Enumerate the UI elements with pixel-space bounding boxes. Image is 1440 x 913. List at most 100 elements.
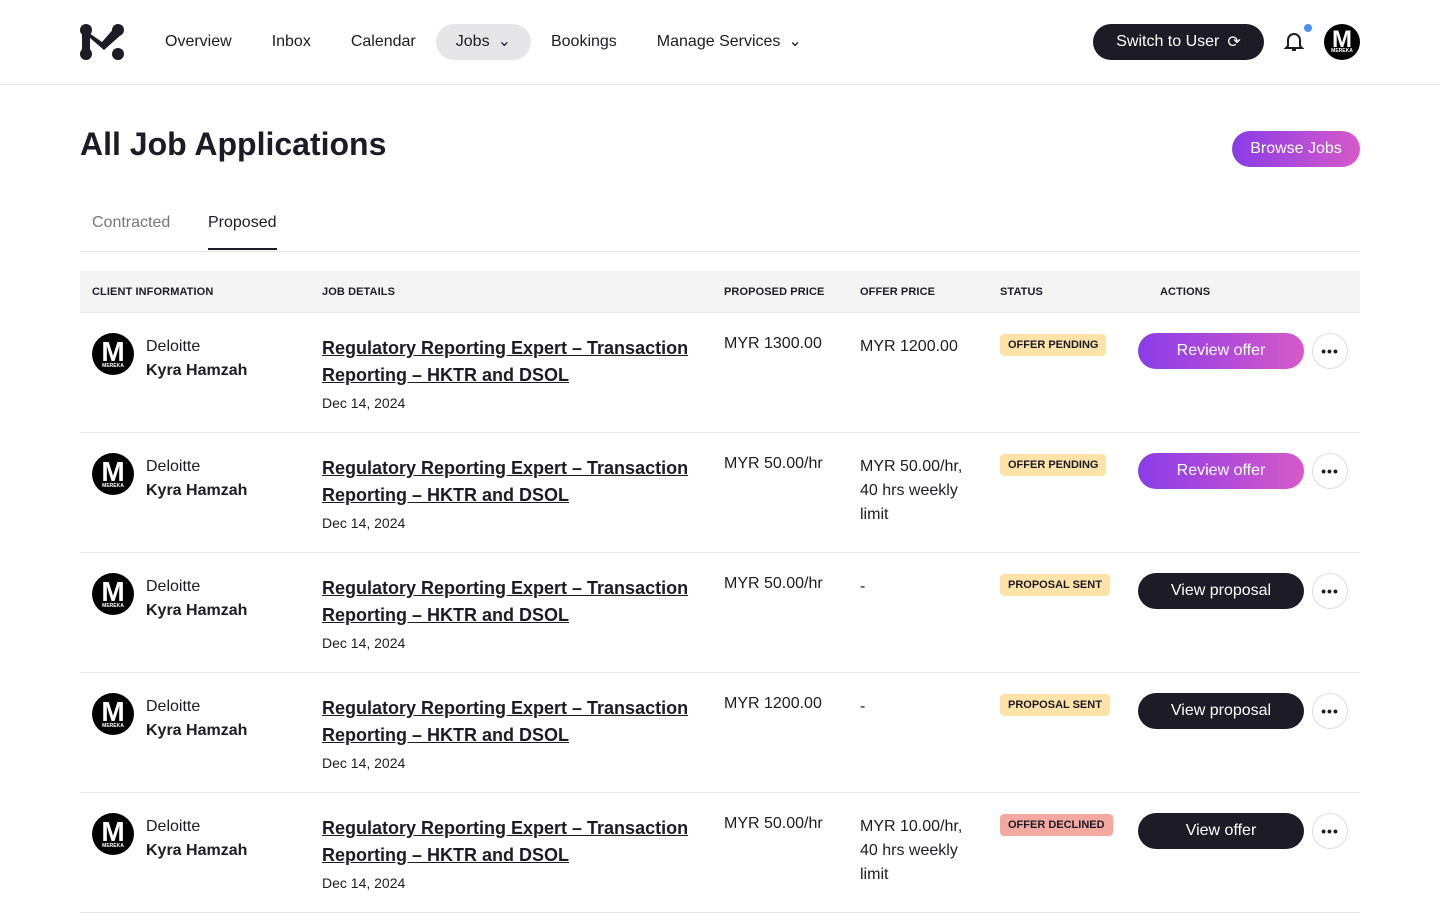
client-info: Deloitte Kyra Hamzah <box>146 815 247 863</box>
more-options-icon[interactable]: ••• <box>1312 333 1348 369</box>
nav-inbox[interactable]: Inbox <box>271 33 311 50</box>
header-offer: OFFER PRICE <box>860 286 936 298</box>
avatar-m: M <box>101 336 125 367</box>
job-details: Regulatory Reporting Expert – Transactio… <box>322 815 702 891</box>
header-proposed: PROPOSED PRICE <box>724 286 825 298</box>
chevron-down-icon: ⌄ <box>497 33 511 50</box>
client-info: Deloitte Kyra Hamzah <box>146 575 247 623</box>
notification-dot <box>1304 24 1312 32</box>
nav-bookings[interactable]: Bookings <box>550 33 617 50</box>
job-details: Regulatory Reporting Expert – Transactio… <box>322 575 702 651</box>
client-avatar: M MEREKA <box>92 333 134 375</box>
client-info: Deloitte Kyra Hamzah <box>146 335 247 383</box>
client-name: Kyra Hamzah <box>146 842 248 859</box>
refresh-icon: ⟳ <box>1227 34 1241 51</box>
avatar-text: MEREKA <box>102 843 124 849</box>
page-title: All Job Applications <box>80 126 387 162</box>
avatar-m: M <box>101 456 125 487</box>
client-avatar: M MEREKA <box>92 453 134 495</box>
more-options-icon[interactable]: ••• <box>1312 693 1348 729</box>
proposed-price: MYR 1200.00 <box>724 695 822 712</box>
proposed-price: MYR 1300.00 <box>724 335 822 352</box>
job-date: Dec 14, 2024 <box>322 875 406 891</box>
switch-to-user-button[interactable]: Switch to User ⟳ <box>1093 24 1264 60</box>
avatar-m: M <box>101 576 125 607</box>
offer-price: - <box>860 578 866 595</box>
status-badge: PROPOSAL SENT <box>1000 574 1110 596</box>
more-options-icon[interactable]: ••• <box>1312 453 1348 489</box>
user-avatar[interactable]: M MEREKA <box>1324 24 1360 60</box>
company-name: Deloitte <box>146 698 201 715</box>
avatar-text: MEREKA <box>102 723 124 729</box>
avatar-m: M <box>101 816 125 847</box>
company-name: Deloitte <box>146 578 201 595</box>
nav-manage-services[interactable]: Manage Services ⌄ <box>637 24 822 60</box>
status-badge: PROPOSAL SENT <box>1000 694 1110 716</box>
avatar-text: MEREKA <box>1331 48 1353 54</box>
nav-calendar[interactable]: Calendar <box>350 33 416 50</box>
tab-proposed[interactable]: Proposed <box>208 214 277 250</box>
action-button[interactable]: Review offer <box>1138 453 1304 489</box>
job-title-link[interactable]: Regulatory Reporting Expert – Transactio… <box>322 338 689 385</box>
proposed-price: MYR 50.00/hr <box>724 455 823 472</box>
client-name: Kyra Hamzah <box>146 362 248 379</box>
top-nav: Overview Inbox Calendar Jobs ⌄ Bookings M… <box>0 0 1440 85</box>
avatar-text: MEREKA <box>102 483 124 489</box>
avatar-m: M <box>1332 26 1352 53</box>
more-options-icon[interactable]: ••• <box>1312 573 1348 609</box>
job-details: Regulatory Reporting Expert – Transactio… <box>322 695 702 771</box>
applications-table: CLIENT INFORMATION JOB DETAILS PROPOSED … <box>80 271 1360 913</box>
action-button[interactable]: View proposal <box>1138 693 1304 729</box>
header-actions: ACTIONS <box>1160 286 1211 298</box>
header-status: STATUS <box>1000 286 1043 298</box>
table-row: M MEREKA Deloitte Kyra Hamzah Regulatory R… <box>80 433 1360 553</box>
status-badge: OFFER PENDING <box>1000 454 1107 476</box>
avatar-m: M <box>101 696 125 727</box>
nav-overview[interactable]: Overview <box>165 33 232 50</box>
nav-jobs[interactable]: Jobs ⌄ <box>435 24 531 60</box>
client-avatar: M MEREKA <box>92 813 134 855</box>
offer-price: - <box>860 698 866 715</box>
job-title-link[interactable]: Regulatory Reporting Expert – Transactio… <box>322 818 689 865</box>
more-options-icon[interactable]: ••• <box>1312 813 1348 849</box>
avatar-text: MEREKA <box>102 363 124 369</box>
job-details: Regulatory Reporting Expert – Transactio… <box>322 455 702 531</box>
company-name: Deloitte <box>146 338 201 355</box>
job-details: Regulatory Reporting Expert – Transactio… <box>322 335 702 411</box>
status-badge: OFFER PENDING <box>1000 334 1107 356</box>
action-button[interactable]: View offer <box>1138 813 1304 849</box>
tab-contracted[interactable]: Contracted <box>92 214 171 231</box>
job-date: Dec 14, 2024 <box>322 395 406 411</box>
client-info: Deloitte Kyra Hamzah <box>146 695 247 743</box>
browse-jobs-button[interactable]: Browse Jobs <box>1232 131 1360 167</box>
client-avatar: M MEREKA <box>92 573 134 615</box>
job-title-link[interactable]: Regulatory Reporting Expert – Transactio… <box>322 458 689 505</box>
mereka-logo[interactable] <box>80 24 126 60</box>
action-button[interactable]: Review offer <box>1138 333 1304 369</box>
status-badge: OFFER DECLINED <box>1000 814 1113 836</box>
job-title-link[interactable]: Regulatory Reporting Expert – Transactio… <box>322 698 689 745</box>
proposed-price: MYR 50.00/hr <box>724 815 823 832</box>
table-row: M MEREKA Deloitte Kyra Hamzah Regulatory R… <box>80 793 1360 913</box>
offer-price: MYR 1200.00 <box>860 338 958 355</box>
main-nav: Overview Inbox Calendar Jobs ⌄ Bookings M… <box>145 24 822 60</box>
client-avatar: M MEREKA <box>92 693 134 735</box>
offer-price: MYR 10.00/hr, 40 hrs weekly limit <box>860 818 963 883</box>
nav-manage-services-label: Manage Services <box>656 33 781 50</box>
job-title-link[interactable]: Regulatory Reporting Expert – Transactio… <box>322 578 689 625</box>
tabs: Contracted Proposed <box>80 200 1360 252</box>
job-date: Dec 14, 2024 <box>322 755 406 771</box>
chevron-down-icon: ⌄ <box>788 33 802 50</box>
proposed-price: MYR 50.00/hr <box>724 575 823 592</box>
nav-jobs-label: Jobs <box>455 33 490 50</box>
header-job: JOB DETAILS <box>322 286 396 298</box>
table-row: M MEREKA Deloitte Kyra Hamzah Regulatory R… <box>80 313 1360 433</box>
bell-icon[interactable] <box>1284 31 1304 53</box>
offer-price: MYR 50.00/hr, 40 hrs weekly limit <box>860 458 963 523</box>
table-row: M MEREKA Deloitte Kyra Hamzah Regulatory R… <box>80 553 1360 673</box>
action-button[interactable]: View proposal <box>1138 573 1304 609</box>
header-client: CLIENT INFORMATION <box>92 286 214 298</box>
company-name: Deloitte <box>146 818 201 835</box>
table-header: CLIENT INFORMATION JOB DETAILS PROPOSED … <box>80 271 1360 313</box>
switch-label: Switch to User <box>1116 33 1220 50</box>
